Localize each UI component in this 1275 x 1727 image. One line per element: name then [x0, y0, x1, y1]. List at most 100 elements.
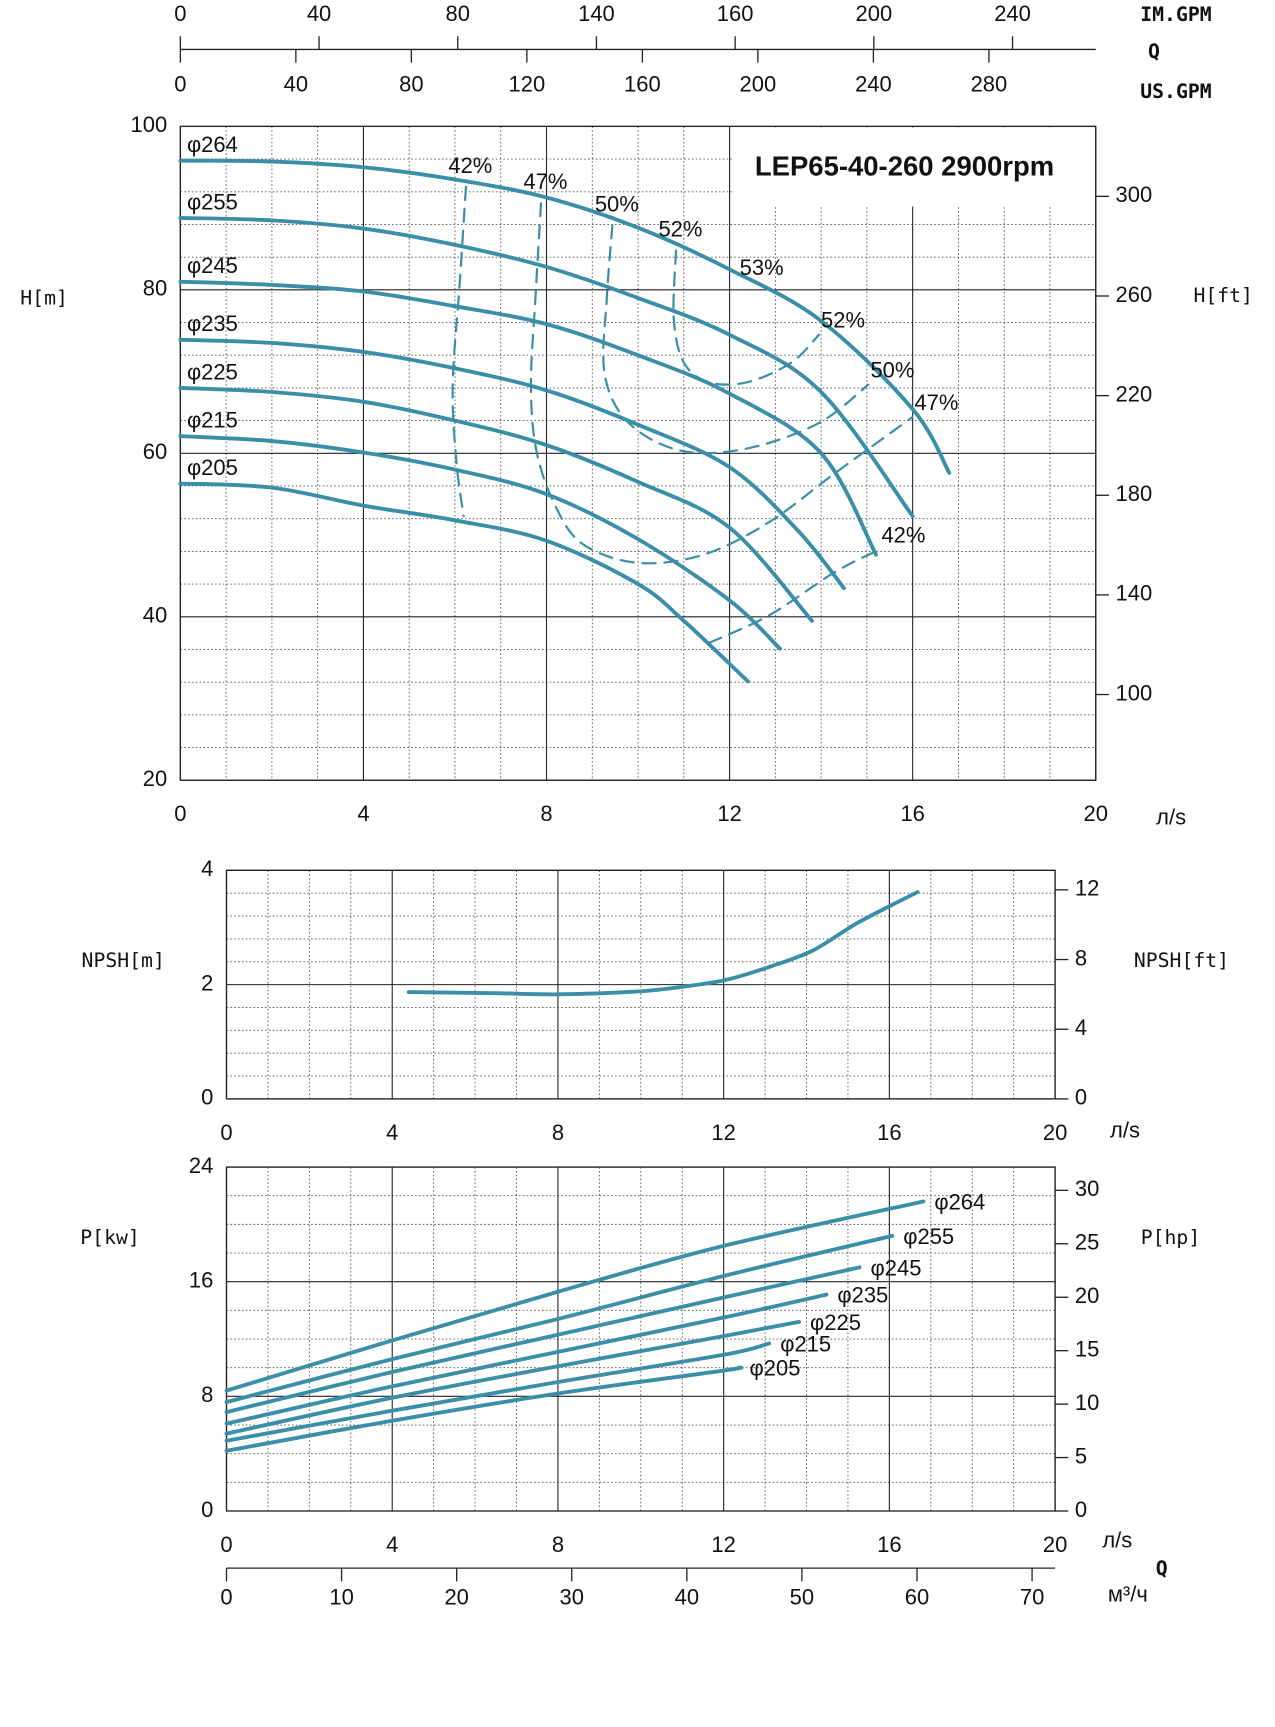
curve-label: φ255 — [903, 1224, 954, 1249]
y2-tick-label: 30 — [1075, 1176, 1099, 1201]
x-tick-label: 4 — [357, 801, 369, 826]
curve — [178, 158, 952, 475]
top-axis-label: IM.GPM — [1140, 3, 1211, 26]
curve-label: φ255 — [187, 189, 238, 214]
y-tick-label: 0 — [201, 1497, 213, 1522]
curve — [178, 215, 915, 519]
y2-tick-label: 260 — [1116, 282, 1153, 307]
y2-axis-label: NPSH[ft] — [1134, 949, 1229, 972]
y-axis-label: NPSH[m] — [82, 949, 165, 972]
bottom-axis-tick-label: 70 — [1020, 1585, 1044, 1610]
x-tick-label: 0 — [174, 801, 186, 826]
efficiency-label: 47% — [523, 169, 567, 194]
y-axis-label: P[kw] — [80, 1226, 140, 1249]
efficiency-curve — [529, 202, 914, 565]
y2-tick-label: 0 — [1075, 1497, 1087, 1522]
y-tick-label: 20 — [143, 766, 167, 791]
top-axis-tick-label: 40 — [284, 72, 308, 97]
y-tick-label: 80 — [143, 276, 167, 301]
x-tick-label: 20 — [1043, 1532, 1067, 1557]
curve — [178, 434, 782, 651]
top-axis-tick-label: 240 — [855, 72, 892, 97]
y2-tick-label: 5 — [1075, 1443, 1087, 1468]
efficiency-label: 52% — [821, 307, 865, 332]
curve-label: φ215 — [187, 408, 238, 433]
x-axis-label: л/s — [1110, 1118, 1140, 1143]
y-tick-label: 24 — [189, 1153, 213, 1178]
bottom-axis-tick-label: 20 — [444, 1585, 468, 1610]
y2-axis-label: P[hp] — [1141, 1226, 1201, 1249]
efficiency-curve — [672, 249, 820, 386]
y2-tick-label: 100 — [1116, 680, 1153, 705]
plot-frame — [225, 1166, 1056, 1512]
y2-tick-label: 12 — [1075, 876, 1099, 901]
curve-label: φ205 — [187, 455, 238, 480]
curve — [178, 337, 846, 591]
curve-label: φ245 — [871, 1255, 922, 1280]
y2-tick-label: 300 — [1116, 182, 1153, 207]
bottom-axis-tick-label: 60 — [905, 1585, 929, 1610]
y2-tick-label: 15 — [1075, 1336, 1099, 1361]
x-axis-label: л/s — [1156, 804, 1186, 829]
bottom-axis-tick-label: 50 — [790, 1585, 814, 1610]
efficiency-label: 42% — [448, 153, 492, 178]
y-tick-label: 4 — [201, 856, 213, 881]
y2-tick-label: 10 — [1075, 1390, 1099, 1415]
y2-tick-label: 140 — [1116, 581, 1153, 606]
y-tick-label: 60 — [143, 439, 167, 464]
x-tick-label: 12 — [717, 801, 741, 826]
top-axis-tick-label: 160 — [624, 72, 661, 97]
x-tick-label: 0 — [220, 1120, 232, 1145]
curve-label: φ235 — [837, 1283, 888, 1308]
curve-label: φ264 — [934, 1189, 985, 1214]
top-axis-tick-label: 200 — [856, 1, 893, 26]
efficiency-label: 50% — [595, 191, 639, 216]
y2-tick-label: 0 — [1075, 1085, 1087, 1110]
title-box — [733, 127, 1095, 207]
top-axis-tick-label: 80 — [399, 72, 423, 97]
efficiency-label: 47% — [914, 390, 958, 415]
x-tick-label: 16 — [900, 801, 924, 826]
curve — [224, 1199, 926, 1393]
y-tick-label: 40 — [143, 603, 167, 628]
top-axis-tick-label: 160 — [717, 1, 754, 26]
bottom-axis-tick-label: 40 — [675, 1585, 699, 1610]
x-tick-label: 12 — [711, 1532, 735, 1557]
x-tick-label: 8 — [552, 1532, 564, 1557]
plot-frame — [225, 869, 1056, 1100]
top-axis-tick-label: 280 — [971, 72, 1008, 97]
top-axis-tick-label: 80 — [446, 1, 470, 26]
curve — [224, 1319, 801, 1436]
curve-label: φ225 — [187, 359, 238, 384]
y-tick-label: 16 — [189, 1267, 213, 1292]
efficiency-label: 42% — [881, 522, 925, 547]
bottom-axis-label: м³/ч — [1108, 1581, 1148, 1606]
y2-tick-label: 220 — [1116, 381, 1153, 406]
y2-tick-label: 4 — [1075, 1015, 1087, 1040]
x-tick-label: 16 — [877, 1532, 901, 1557]
bottom-axis-tick-label: 0 — [220, 1585, 232, 1610]
top-axis-tick-label: 0 — [174, 72, 186, 97]
x-tick-label: 20 — [1043, 1120, 1067, 1145]
top-axis-label: US.GPM — [1140, 80, 1211, 103]
y-tick-label: 8 — [201, 1382, 213, 1407]
top-axis-title: Q — [1148, 40, 1160, 63]
bottom-axis-tick-label: 30 — [560, 1585, 584, 1610]
curve — [224, 1341, 772, 1443]
y-tick-label: 100 — [131, 112, 168, 137]
top-axis-tick-label: 120 — [509, 72, 546, 97]
x-tick-label: 4 — [386, 1120, 398, 1145]
curve — [406, 890, 920, 997]
x-axis-label: л/s — [1102, 1528, 1132, 1553]
top-axis-tick-label: 240 — [994, 1, 1031, 26]
y2-tick-label: 180 — [1116, 481, 1153, 506]
curve-label: φ215 — [780, 1331, 831, 1356]
top-axis-tick-label: 200 — [740, 72, 777, 97]
curve — [224, 1265, 862, 1415]
y2-tick-label: 25 — [1075, 1230, 1099, 1255]
efficiency-curve — [451, 185, 881, 645]
top-axis-tick-label: 0 — [174, 1, 186, 26]
top-axis-tick-label: 140 — [578, 1, 615, 26]
x-tick-label: 8 — [552, 1120, 564, 1145]
